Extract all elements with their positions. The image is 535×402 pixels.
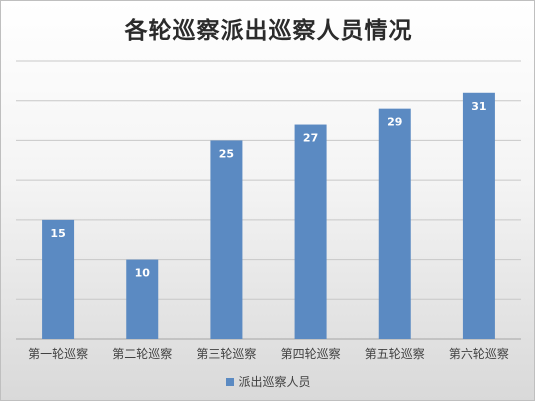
x-tick-label: 第四轮巡察 — [281, 347, 341, 361]
bar — [42, 219, 75, 339]
bar — [294, 124, 327, 340]
legend: 派出巡察人员 — [1, 373, 535, 390]
chart-title: 各轮巡察派出巡察人员情况 — [124, 17, 413, 44]
x-tick-label: 第六轮巡察 — [449, 347, 509, 361]
x-tick-label: 第二轮巡察 — [112, 347, 172, 361]
data-label: 29 — [387, 116, 402, 129]
data-label: 27 — [303, 132, 318, 145]
x-tick-label: 第一轮巡察 — [28, 347, 88, 361]
data-label: 10 — [135, 267, 151, 280]
bar — [378, 108, 411, 340]
x-tick-label: 第三轮巡察 — [196, 347, 256, 361]
bar — [210, 140, 243, 339]
data-label: 25 — [219, 147, 234, 160]
bar — [126, 259, 159, 339]
data-label: 31 — [471, 100, 486, 113]
legend-swatch — [226, 377, 235, 386]
bar — [462, 92, 495, 340]
x-tick-label: 第五轮巡察 — [365, 347, 425, 361]
legend-label: 派出巡察人员 — [238, 375, 311, 389]
data-label: 15 — [50, 227, 65, 240]
